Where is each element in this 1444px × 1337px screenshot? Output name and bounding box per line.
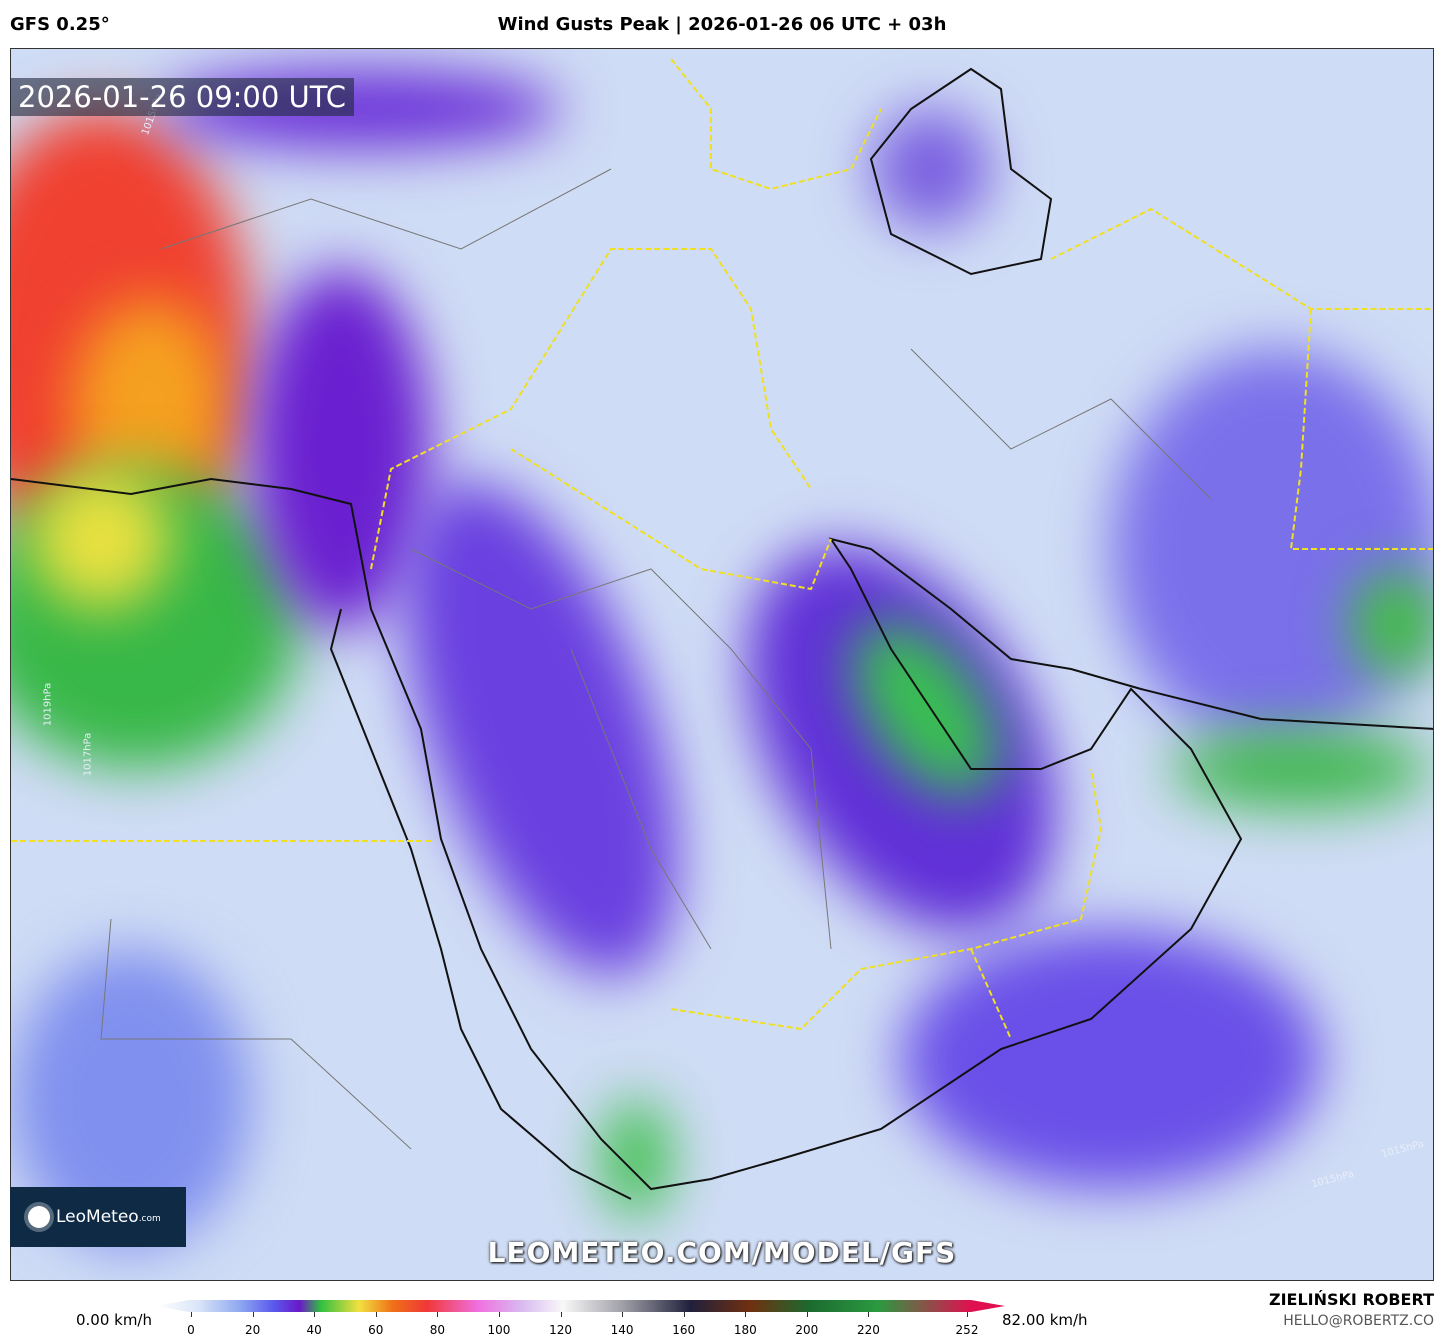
colorbar-min: 0.00 km/h [75, 1311, 152, 1329]
field [1171, 729, 1431, 809]
coastline [11, 67, 1433, 1200]
colorbar-tick-label: 200 [795, 1323, 819, 1337]
valid-time: 2026-01-26 09:00 UTC [10, 78, 355, 116]
colorbar-tick-label: 80 [429, 1323, 445, 1337]
colorbar-tick-label: 20 [244, 1323, 261, 1337]
borders [11, 58, 1433, 1040]
logo-suffix: .com [138, 1214, 161, 1224]
boundaries [11, 58, 1433, 1200]
map-title: Wind Gusts Peak | 2026-01-26 06 UTC + 03… [497, 14, 947, 35]
colorbar-tick [683, 1312, 685, 1317]
field [901, 929, 1321, 1189]
field [251, 269, 431, 629]
colorbar-tick [437, 1312, 439, 1317]
field [871, 109, 991, 229]
colorbar-tick [375, 1312, 377, 1317]
colorbar-tick [560, 1312, 562, 1317]
colorbar-tick [498, 1312, 500, 1317]
isobar-label: 1019hPa [42, 682, 54, 727]
colorbar-tick-label: 0 [187, 1323, 195, 1337]
field [31, 469, 171, 609]
colorbar-tick [745, 1312, 747, 1317]
colorbar-tick-label: 100 [487, 1323, 511, 1337]
field [601, 1099, 671, 1219]
logo-icon [28, 1206, 50, 1228]
colorbar-tick-label: 40 [306, 1323, 322, 1337]
colorbar-tick-label: 60 [368, 1323, 384, 1337]
colorbar-tick-label: 140 [610, 1323, 634, 1337]
colorbar [155, 1300, 1005, 1312]
colorbar-tick [252, 1312, 254, 1317]
colorbar-tick [622, 1312, 624, 1317]
colorbar-tick-label: 252 [955, 1323, 979, 1337]
admin-lines [100, 168, 1212, 1150]
model-name: GFS 0.25° [10, 14, 110, 35]
colorbar-tick [868, 1312, 870, 1317]
isobar-label: 1017hPa [82, 732, 94, 777]
contact: HELLO@ROBERTZ.CO [1283, 1313, 1434, 1329]
colorbar-tick [191, 1312, 192, 1317]
colorbar-tick [314, 1312, 316, 1317]
colorbar-tick [806, 1312, 808, 1317]
author: ZIELIŃSKI ROBERT [1268, 1290, 1434, 1309]
colorbar-max: 82.00 km/h [1002, 1311, 1088, 1329]
logo-name: LeoMeteo [56, 1207, 139, 1227]
colorbar-tick-label: 160 [672, 1323, 696, 1337]
logo: LeoMeteo .com [10, 1187, 186, 1247]
map: 1015hPa 1017hPa 1019hPa 1015hPa 1015hPa [10, 48, 1434, 1281]
colorbar-tick-label: 120 [549, 1323, 572, 1337]
colorbar-tick-label: 220 [857, 1323, 880, 1337]
field [1351, 569, 1433, 679]
colorbar-tick [967, 1312, 968, 1317]
watermark: LEOMETEO.COM/MODEL/GFS [487, 1236, 957, 1269]
colorbar-tick-label: 180 [733, 1323, 757, 1337]
